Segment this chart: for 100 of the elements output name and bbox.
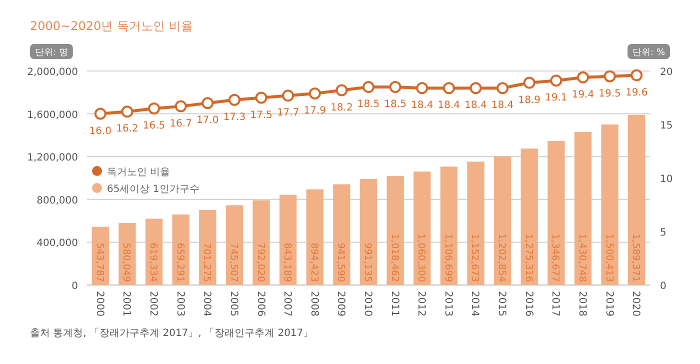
point bbox=[282, 90, 294, 102]
y-tick-label: 1,600,000 bbox=[27, 110, 78, 121]
data-label: 619,334 bbox=[148, 242, 159, 282]
data-label: 16.0 bbox=[89, 126, 112, 137]
data-label: 1,500,413 bbox=[603, 234, 614, 282]
bar bbox=[574, 132, 592, 285]
data-label: 19.6 bbox=[625, 87, 648, 98]
source-note: 출처 통계청, 「장래가구추계 2017」, 「장래인구추계 2017」 bbox=[30, 327, 314, 339]
point bbox=[228, 94, 240, 106]
x-tick-label: 2018 bbox=[576, 291, 588, 316]
bar bbox=[628, 114, 646, 285]
point bbox=[148, 102, 160, 114]
bar bbox=[252, 200, 270, 285]
data-label: 1,589,371 bbox=[630, 234, 642, 282]
y2-axis-title: 단위: % bbox=[632, 48, 666, 58]
legend-label: 65세이상 1인가구수 bbox=[107, 184, 200, 195]
data-label: 17.3 bbox=[223, 112, 246, 123]
x-tick-label: 2005 bbox=[228, 291, 239, 316]
point bbox=[308, 87, 321, 100]
data-label: 18.4 bbox=[410, 100, 434, 112]
x-tick-label: 2004 bbox=[201, 291, 212, 316]
data-label: 18.4 bbox=[464, 100, 487, 112]
x-tick-label: 2010 bbox=[362, 291, 373, 316]
point bbox=[576, 71, 589, 84]
data-label: 941,590 bbox=[335, 242, 346, 282]
point bbox=[121, 106, 134, 118]
x-tick-label: 2002 bbox=[148, 291, 159, 316]
chart-title: 2000~2020년 독거노인 비율 bbox=[30, 19, 193, 33]
point bbox=[94, 108, 106, 120]
bar bbox=[279, 194, 297, 285]
data-label: 745,507 bbox=[228, 242, 239, 282]
x-tick-label: 2009 bbox=[335, 291, 346, 316]
x-tick-label: 2012 bbox=[416, 291, 427, 316]
x-tick-label: 2016 bbox=[522, 291, 534, 316]
x-tick-label: 2020 bbox=[630, 291, 642, 316]
data-label: 543,787 bbox=[94, 242, 105, 282]
point bbox=[496, 82, 509, 94]
point bbox=[416, 82, 428, 94]
data-label: 18.4 bbox=[491, 100, 514, 112]
x-tick-label: 2014 bbox=[469, 291, 480, 316]
data-label: 792,020 bbox=[254, 242, 266, 282]
bar bbox=[494, 156, 512, 285]
bar bbox=[520, 148, 538, 285]
point bbox=[389, 81, 402, 94]
point bbox=[442, 82, 455, 94]
data-label: 1,152,673 bbox=[469, 234, 480, 282]
point bbox=[255, 92, 268, 104]
x-tick-label: 2000 bbox=[94, 291, 105, 316]
y-axis-title: 단위: 명 bbox=[35, 48, 68, 58]
point bbox=[630, 69, 643, 82]
data-label: 1,018,462 bbox=[388, 234, 400, 282]
data-label: 1,060,300 bbox=[416, 234, 427, 282]
point bbox=[202, 97, 214, 110]
data-label: 701,275 bbox=[201, 242, 212, 282]
data-label: 18.2 bbox=[330, 102, 353, 114]
data-label: 659,291 bbox=[174, 242, 186, 282]
y2-tick-label: 10 bbox=[660, 174, 673, 185]
data-label: 1,430,748 bbox=[576, 234, 588, 282]
data-label: 991,135 bbox=[362, 242, 373, 282]
x-tick-label: 2017 bbox=[550, 291, 561, 316]
y-tick-label: 800,000 bbox=[36, 195, 78, 206]
data-label: 580,049 bbox=[120, 242, 132, 282]
bar bbox=[440, 166, 458, 285]
bar bbox=[306, 189, 324, 285]
x-tick-label: 2011 bbox=[388, 291, 400, 316]
x-tick-label: 2006 bbox=[254, 291, 266, 316]
x-tick-label: 2001 bbox=[120, 291, 132, 316]
point bbox=[550, 74, 562, 87]
bar bbox=[199, 210, 216, 285]
legend-label: 독거노인 비율 bbox=[107, 167, 170, 178]
point bbox=[174, 100, 187, 112]
data-label: 18.5 bbox=[384, 99, 406, 110]
bar bbox=[467, 162, 484, 285]
data-label: 17.7 bbox=[276, 108, 300, 119]
bar bbox=[414, 172, 431, 285]
data-label: 18.4 bbox=[438, 100, 460, 112]
data-label: 1,346,677 bbox=[550, 234, 561, 282]
data-label: 19.1 bbox=[545, 92, 568, 104]
data-label: 18.5 bbox=[357, 99, 380, 110]
data-label: 16.5 bbox=[142, 120, 166, 132]
x-tick-label: 2007 bbox=[282, 291, 293, 316]
point bbox=[523, 76, 536, 89]
x-tick-label: 2013 bbox=[442, 291, 454, 316]
point bbox=[336, 84, 348, 96]
x-tick-label: 2019 bbox=[603, 291, 614, 316]
x-tick-label: 2003 bbox=[174, 291, 186, 316]
x-tick-label: 2008 bbox=[308, 291, 320, 316]
y-tick-label: 0 bbox=[72, 281, 78, 292]
point bbox=[604, 70, 616, 82]
y-tick-label: 1,200,000 bbox=[27, 152, 78, 164]
point bbox=[470, 82, 482, 94]
data-label: 1,275,316 bbox=[522, 234, 534, 282]
data-label: 17.9 bbox=[304, 105, 326, 116]
bar bbox=[333, 184, 350, 285]
data-label: 17.5 bbox=[250, 110, 272, 121]
data-label: 18.9 bbox=[518, 94, 540, 106]
data-label: 19.5 bbox=[598, 88, 621, 100]
bar bbox=[360, 178, 378, 285]
bar bbox=[226, 205, 244, 285]
x-tick-label: 2015 bbox=[496, 291, 508, 316]
